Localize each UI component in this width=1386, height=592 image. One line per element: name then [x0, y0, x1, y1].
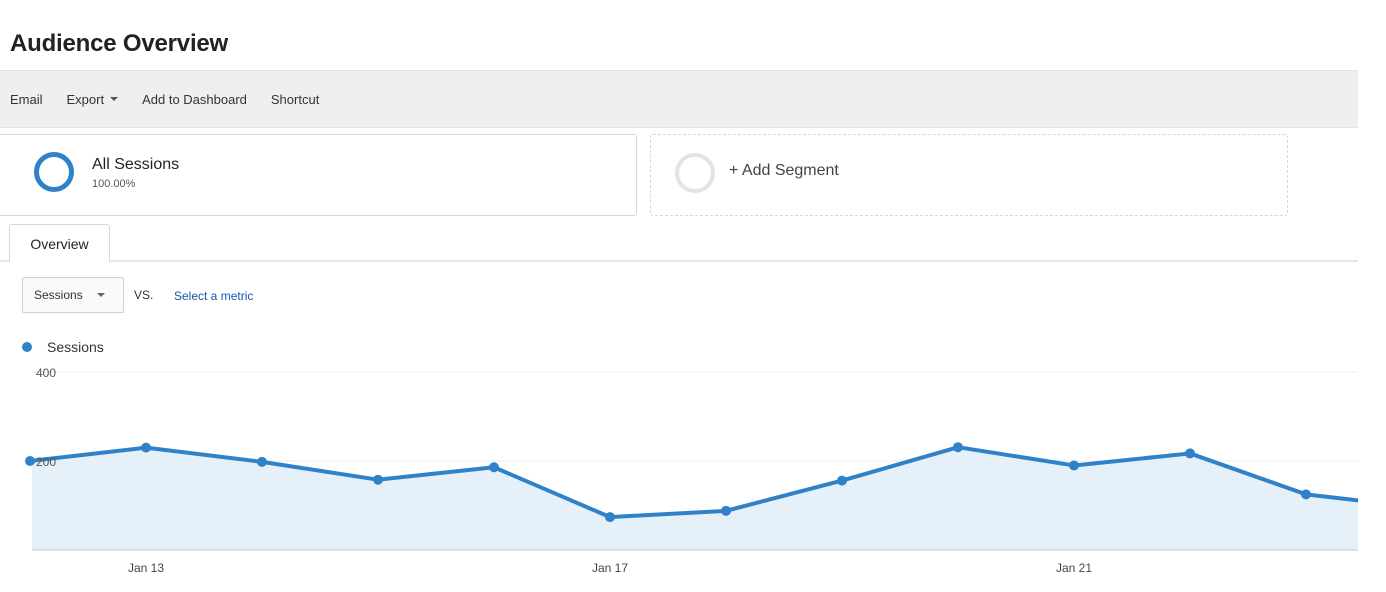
- data-point[interactable]: [25, 456, 35, 466]
- page-title: Audience Overview: [10, 30, 229, 57]
- report-toolbar: Email Export Add to Dashboard Shortcut: [0, 70, 1358, 128]
- data-point[interactable]: [953, 442, 963, 453]
- segment-ring-icon: [34, 152, 74, 192]
- segment-percent: 100.00%: [92, 178, 136, 190]
- sessions-area: [32, 447, 1358, 550]
- data-point[interactable]: [141, 442, 151, 453]
- data-point[interactable]: [837, 475, 847, 486]
- export-label: Export: [66, 91, 105, 107]
- sessions-chart: 200 400 Jan 13 Jan 17 Jan 21: [25, 366, 1358, 575]
- email-button[interactable]: Email: [10, 91, 43, 107]
- legend-dot-icon: [22, 342, 32, 352]
- data-point[interactable]: [257, 456, 267, 467]
- y-tick-label: 400: [36, 366, 56, 380]
- segment-name: All Sessions: [92, 156, 180, 173]
- data-point[interactable]: [1069, 460, 1079, 471]
- legend-label: Sessions: [47, 339, 104, 355]
- tab-overview[interactable]: Overview: [9, 224, 110, 262]
- shortcut-button[interactable]: Shortcut: [270, 91, 320, 107]
- x-tick-label: Jan 17: [592, 561, 628, 575]
- metric-select-label: Sessions: [34, 288, 83, 302]
- chevron-down-icon: [96, 293, 105, 297]
- vs-label: VS.: [134, 288, 154, 302]
- data-point[interactable]: [489, 462, 499, 473]
- add-segment-label: + Add Segment: [729, 162, 839, 179]
- x-tick-label: Jan 13: [128, 561, 164, 575]
- data-point[interactable]: [373, 474, 383, 485]
- data-point[interactable]: [721, 505, 731, 516]
- select-metric-link[interactable]: Select a metric: [174, 289, 254, 303]
- add-to-dashboard-button[interactable]: Add to Dashboard: [142, 91, 247, 107]
- empty-segment-ring-icon: [675, 153, 715, 193]
- y-tick-label: 200: [36, 455, 56, 469]
- data-point[interactable]: [605, 512, 615, 523]
- segment-all-sessions[interactable]: All Sessions 100.00%: [0, 134, 637, 216]
- tab-bar-divider: [0, 260, 1358, 262]
- chevron-down-icon: [110, 97, 119, 101]
- export-button[interactable]: Export: [67, 92, 119, 107]
- add-segment-button[interactable]: + Add Segment: [650, 134, 1288, 216]
- chart-legend: Sessions: [22, 339, 104, 355]
- metric-select[interactable]: Sessions: [22, 277, 124, 313]
- data-point[interactable]: [1301, 489, 1311, 500]
- data-point[interactable]: [1185, 448, 1195, 459]
- x-tick-label: Jan 21: [1056, 561, 1092, 575]
